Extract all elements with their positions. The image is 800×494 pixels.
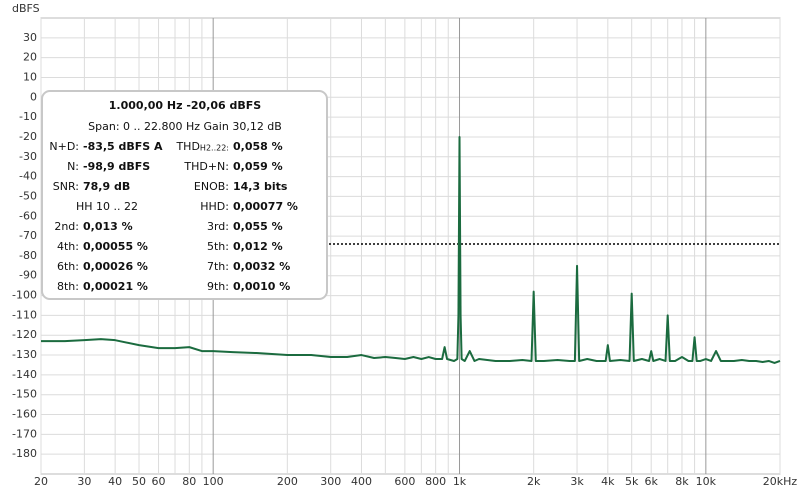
- info-label: 9th:: [207, 280, 229, 293]
- x-tick-label: 6k: [645, 475, 659, 488]
- y-tick-label: -90: [19, 269, 37, 282]
- x-tick-label: 8k: [675, 475, 689, 488]
- x-tick-label: 1k: [453, 475, 467, 488]
- info-span: Span: 0 .. 22.800 Hz Gain 30,12 dB: [88, 120, 282, 133]
- info-label: THD+N:: [183, 160, 229, 173]
- info-value: 14,3 bits: [233, 180, 288, 193]
- y-tick-label: -10: [19, 110, 37, 123]
- info-label: N+D:: [49, 140, 79, 153]
- x-tick-label: 800: [425, 475, 446, 488]
- x-tick-label: 80: [182, 475, 196, 488]
- x-tick-label: 100: [203, 475, 224, 488]
- y-tick-label: 30: [23, 31, 37, 44]
- info-label: HHD:: [200, 200, 229, 213]
- x-tick-label: 2k: [527, 475, 541, 488]
- y-tick-label: -180: [12, 447, 37, 460]
- y-tick-label: -160: [12, 408, 37, 421]
- info-value: 78,9 dB: [83, 180, 130, 193]
- y-tick-label: -140: [12, 368, 37, 381]
- y-tick-label: -110: [12, 308, 37, 321]
- info-label: 5th:: [207, 240, 229, 253]
- x-tick-label: 300: [320, 475, 341, 488]
- info-label: SNR:: [53, 180, 79, 193]
- info-value: 0,058 %: [233, 140, 283, 153]
- y-tick-label: 20: [23, 51, 37, 64]
- y-tick-label: 0: [30, 90, 37, 103]
- x-tick-label: 60: [152, 475, 166, 488]
- info-value: 0,00055 %: [83, 240, 148, 253]
- info-value: 0,00077 %: [233, 200, 298, 213]
- info-value: 0,0032 %: [233, 260, 290, 273]
- spectrum-line: [41, 135, 781, 364]
- info-panel: 1.000,00 Hz -20,06 dBFS Span: 0 .. 22.800…: [41, 90, 328, 300]
- y-tick-label: -100: [12, 289, 37, 302]
- x-tick-label: 20: [34, 475, 48, 488]
- x-tick-label: 3k: [570, 475, 584, 488]
- info-value: -98,9 dBFS: [83, 160, 150, 173]
- info-value: 0,00021 %: [83, 280, 148, 293]
- y-tick-label: -40: [19, 170, 37, 183]
- info-label: ENOB:: [194, 180, 229, 193]
- x-tick-label: 200: [277, 475, 298, 488]
- info-value: 0,059 %: [233, 160, 283, 173]
- x-tick-label: 10k: [696, 475, 717, 488]
- y-tick-label: -20: [19, 130, 37, 143]
- info-value: 0,055 %: [233, 220, 283, 233]
- y-tick-label: -80: [19, 249, 37, 262]
- info-label: 4th:: [57, 240, 79, 253]
- x-tick-label: 50: [132, 475, 146, 488]
- y-tick-label: -120: [12, 328, 37, 341]
- info-box: [41, 90, 328, 300]
- y-tick-label: -170: [12, 427, 37, 440]
- info-value: -83,5 dBFS A: [83, 140, 163, 153]
- x-tick-label: 400: [351, 475, 372, 488]
- y-tick-label: -50: [19, 189, 37, 202]
- y-tick-label: -30: [19, 150, 37, 163]
- info-label: 6th:: [57, 260, 79, 273]
- x-tick-label: 30: [77, 475, 91, 488]
- info-label: N:: [67, 160, 79, 173]
- info-header: 1.000,00 Hz -20,06 dBFS: [109, 99, 262, 112]
- info-value: 0,00026 %: [83, 260, 148, 273]
- info-label: 2nd:: [54, 220, 79, 233]
- x-tick-label: 5k: [625, 475, 639, 488]
- y-tick-label: -70: [19, 229, 37, 242]
- info-label: HH 10 .. 22: [76, 200, 138, 213]
- x-tick-label: 4k: [601, 475, 615, 488]
- y-tick-label: -60: [19, 209, 37, 222]
- info-value: 0,012 %: [233, 240, 283, 253]
- info-value: 0,013 %: [83, 220, 133, 233]
- x-tick-label: 20kHz: [763, 475, 798, 488]
- y-tick-label: 10: [23, 70, 37, 83]
- x-tick-label: 40: [108, 475, 122, 488]
- info-label: THD: [175, 140, 199, 153]
- y-tick-label: -130: [12, 348, 37, 361]
- x-tick-label: 600: [394, 475, 415, 488]
- info-label: 8th:: [57, 280, 79, 293]
- info-label-sub: H2..22:: [200, 144, 229, 153]
- info-label: 3rd:: [207, 220, 229, 233]
- info-value: 0,0010 %: [233, 280, 290, 293]
- info-label: 7th:: [207, 260, 229, 273]
- y-axis-label: dBFS: [12, 2, 40, 15]
- y-tick-label: -150: [12, 388, 37, 401]
